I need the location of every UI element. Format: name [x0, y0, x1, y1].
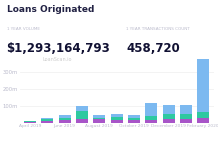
Bar: [197, 58, 209, 112]
Bar: [41, 119, 53, 121]
Text: 1 YEAR VOLUME: 1 YEAR VOLUME: [7, 27, 39, 31]
Text: 1 YEAR TRANSACTIONS COUNT: 1 YEAR TRANSACTIONS COUNT: [126, 27, 190, 31]
Bar: [180, 114, 192, 119]
Bar: [128, 115, 140, 117]
Bar: [180, 105, 192, 114]
Bar: [163, 114, 175, 119]
Bar: [145, 120, 157, 123]
Bar: [76, 119, 88, 123]
Bar: [111, 114, 123, 117]
Bar: [145, 116, 157, 120]
Bar: [59, 115, 71, 117]
Bar: [180, 119, 192, 123]
Bar: [59, 117, 71, 120]
Bar: [197, 112, 209, 118]
Bar: [128, 120, 140, 123]
Text: $1,293,164,793: $1,293,164,793: [7, 42, 110, 55]
Bar: [197, 118, 209, 123]
Bar: [93, 118, 105, 119]
Text: LoanScan.io: LoanScan.io: [43, 57, 72, 62]
Bar: [93, 119, 105, 123]
Bar: [163, 119, 175, 123]
Bar: [76, 111, 88, 119]
Bar: [111, 117, 123, 120]
Bar: [93, 115, 105, 118]
Bar: [59, 120, 71, 123]
Text: 458,720: 458,720: [126, 42, 180, 55]
Bar: [163, 105, 175, 114]
Text: Loans Originated: Loans Originated: [7, 4, 94, 14]
Bar: [41, 118, 53, 119]
Bar: [111, 120, 123, 123]
Bar: [128, 117, 140, 120]
Bar: [76, 106, 88, 111]
Bar: [41, 121, 53, 123]
Bar: [145, 103, 157, 116]
Bar: [24, 122, 36, 123]
Bar: [24, 121, 36, 122]
